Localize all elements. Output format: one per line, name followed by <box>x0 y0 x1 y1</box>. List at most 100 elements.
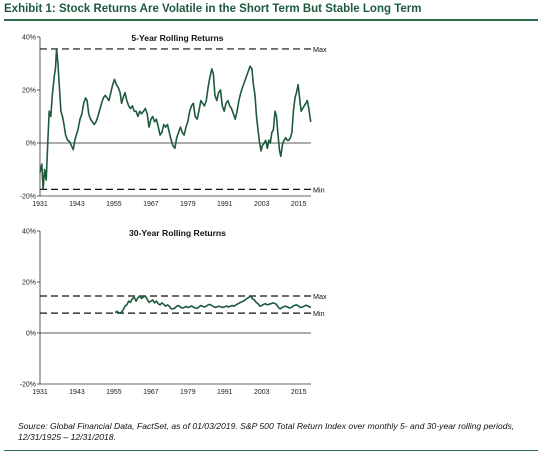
data-point <box>305 102 307 104</box>
data-point <box>187 307 189 308</box>
data-point <box>60 110 62 112</box>
data-point <box>167 304 168 306</box>
y-tick-label: 40% <box>22 229 36 236</box>
data-point <box>274 302 276 304</box>
data-point <box>187 121 189 123</box>
data-point <box>279 150 281 152</box>
data-point <box>176 305 178 307</box>
x-tick-label: 1955 <box>106 389 122 396</box>
data-point <box>159 134 161 136</box>
data-point <box>286 139 288 141</box>
data-point <box>285 137 287 139</box>
data-point <box>246 298 248 300</box>
data-point <box>277 307 279 308</box>
data-point <box>118 312 119 314</box>
data-point <box>203 306 205 308</box>
data-point <box>302 108 304 109</box>
data-point <box>226 305 228 307</box>
data-point <box>154 121 156 123</box>
data-point <box>39 171 41 173</box>
data-point <box>135 110 137 112</box>
data-point <box>57 63 59 64</box>
data-point <box>240 92 242 94</box>
data-point <box>116 310 118 312</box>
data-point <box>231 108 232 109</box>
data-point <box>287 306 289 308</box>
data-point <box>86 100 88 102</box>
data-point <box>179 126 181 128</box>
data-point <box>163 124 165 125</box>
data-point <box>252 84 254 86</box>
x-tick-label: 1931 <box>32 389 48 396</box>
reference-label-min: Min <box>313 309 325 318</box>
data-point <box>207 86 209 88</box>
reference-label-max: Max <box>313 292 327 301</box>
data-point <box>178 305 180 306</box>
data-point <box>292 110 294 112</box>
data-point <box>163 303 165 305</box>
data-point <box>276 303 277 305</box>
data-point <box>44 169 46 170</box>
data-point <box>189 306 191 308</box>
x-tick-label: 1967 <box>143 389 159 396</box>
data-point <box>294 304 296 306</box>
data-point <box>83 102 85 104</box>
data-point <box>281 307 283 308</box>
data-point <box>189 110 191 112</box>
x-tick-label: 1931 <box>32 201 48 208</box>
data-point <box>112 84 114 86</box>
data-point <box>110 92 112 94</box>
data-point <box>108 100 110 102</box>
data-point <box>291 131 293 133</box>
data-point <box>288 139 290 141</box>
data-point <box>250 295 252 297</box>
data-point <box>301 306 303 308</box>
data-point <box>67 139 69 141</box>
data-point <box>185 306 187 307</box>
data-point <box>53 76 55 78</box>
data-point <box>106 97 108 99</box>
data-point <box>192 306 194 308</box>
data-point <box>91 121 93 123</box>
data-point <box>265 139 267 141</box>
data-point <box>214 94 216 96</box>
data-point <box>209 76 211 78</box>
x-tick-label: 1955 <box>106 201 122 208</box>
data-point <box>70 145 72 147</box>
data-point <box>146 298 148 300</box>
data-point <box>150 118 152 120</box>
data-point <box>249 65 251 67</box>
data-point <box>244 81 245 83</box>
data-point <box>247 71 249 72</box>
data-point <box>255 301 257 303</box>
data-point <box>174 147 176 149</box>
data-point <box>144 108 146 109</box>
data-point <box>48 110 50 112</box>
x-tick-label: 1967 <box>143 201 159 208</box>
data-point <box>178 131 180 133</box>
y-tick-label: 20% <box>22 88 36 95</box>
data-point <box>282 142 284 144</box>
data-point <box>174 307 176 309</box>
data-point <box>228 306 229 308</box>
data-point <box>172 308 174 310</box>
data-point <box>170 308 172 310</box>
data-point <box>122 97 124 99</box>
data-point <box>303 305 305 307</box>
data-point <box>310 307 312 308</box>
data-point <box>303 105 305 107</box>
data-point <box>85 97 87 99</box>
data-point <box>192 102 194 104</box>
data-point <box>269 142 271 144</box>
data-point <box>202 305 204 307</box>
data-point <box>254 94 256 96</box>
data-point <box>297 84 299 86</box>
data-point <box>54 68 56 70</box>
data-point <box>280 155 282 157</box>
data-point <box>296 304 298 306</box>
data-point <box>176 137 178 139</box>
data-point <box>65 134 67 136</box>
reference-label-max: Max <box>313 45 327 54</box>
y-tick-label: -20% <box>20 194 36 201</box>
